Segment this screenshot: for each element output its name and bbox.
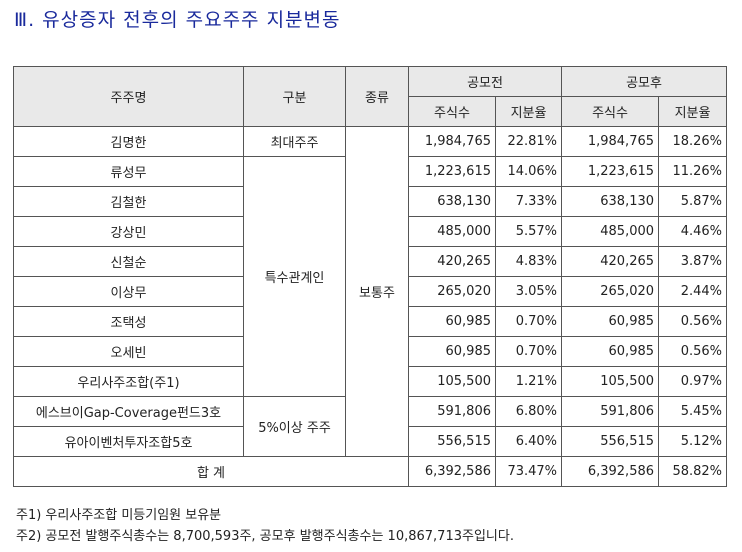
after-ratio: 11.26% — [658, 156, 728, 187]
footnotes: 주1) 우리사주조합 미등기임원 보유분 주2) 공모전 발행주식총수는 8,7… — [16, 505, 514, 547]
shareholder-name: 에스브이Gap-Coverage펀드3호 — [13, 396, 244, 427]
shareholder-name: 강상민 — [13, 216, 244, 247]
before-ratio: 0.70% — [494, 336, 563, 367]
shareholder-name: 오세빈 — [13, 336, 244, 367]
header-before-ratio: 지분율 — [494, 96, 563, 127]
after-ratio: 0.56% — [658, 336, 728, 367]
after-ratio: 0.97% — [658, 366, 728, 397]
total-before-ratio: 73.47% — [494, 456, 563, 487]
after-shares: 1,984,765 — [561, 126, 660, 157]
after-shares: 1,223,615 — [561, 156, 660, 187]
total-before-shares: 6,392,586 — [408, 456, 496, 487]
before-ratio: 22.81% — [494, 126, 563, 157]
shareholder-name: 신철순 — [13, 246, 244, 277]
footnote-2: 주2) 공모전 발행주식총수는 8,700,593주, 공모후 발행주식총수는 … — [16, 529, 514, 544]
before-ratio: 0.70% — [494, 306, 563, 337]
footnote-1: 주1) 우리사주조합 미등기임원 보유분 — [16, 508, 222, 523]
before-shares: 60,985 — [408, 306, 496, 337]
shareholder-name: 이상무 — [13, 276, 244, 307]
after-shares: 265,020 — [561, 276, 660, 307]
after-ratio: 5.12% — [658, 426, 728, 457]
table-row: 류성무 특수관계인 1,223,615 14.06% 1,223,615 11.… — [13, 156, 728, 397]
page-title: Ⅲ. 유상증자 전후의 주요주주 지분변동 — [14, 9, 341, 31]
after-shares: 638,130 — [561, 186, 660, 217]
before-shares: 485,000 — [408, 216, 496, 247]
after-shares: 420,265 — [561, 246, 660, 277]
before-ratio: 14.06% — [494, 156, 563, 187]
table-row: 김철한 638,130 7.33% 638,130 5.87% — [13, 186, 728, 217]
after-shares: 485,000 — [561, 216, 660, 247]
before-shares: 105,500 — [408, 366, 496, 397]
after-shares: 105,500 — [561, 366, 660, 397]
before-shares: 638,130 — [408, 186, 496, 217]
before-shares: 60,985 — [408, 336, 496, 367]
table-row: 김명한 최대주주 보통주 1,984,765 22.81% 1,984,765 … — [13, 126, 728, 457]
before-ratio: 3.05% — [494, 276, 563, 307]
after-shares: 556,515 — [561, 426, 660, 457]
before-ratio: 7.33% — [494, 186, 563, 217]
shareholder-name: 김명한 — [13, 126, 244, 157]
before-shares: 420,265 — [408, 246, 496, 277]
header-before: 공모전 — [407, 66, 563, 97]
header-before-shares: 주식수 — [408, 96, 496, 127]
shareholder-table: 주주명 구분 종류 공모전 공모후 주식수 지분율 주식수 지분율 김명한 최대… — [13, 66, 728, 487]
shareholder-name: 조택성 — [13, 306, 244, 337]
total-label: 합 계 — [13, 456, 409, 487]
total-row: 합 계 6,392,586 73.47% 6,392,586 58.82% — [13, 456, 728, 487]
shareholder-name: 류성무 — [13, 156, 244, 187]
group-related: 특수관계인 — [243, 156, 346, 397]
table-row: 유아이벤처투자조합5호 556,515 6.40% 556,515 5.12% — [13, 426, 728, 457]
table-row: 강상민 485,000 5.57% 485,000 4.46% — [13, 216, 728, 247]
group-over5: 5%이상 주주 — [243, 396, 346, 457]
table-row: 조택성 60,985 0.70% 60,985 0.56% — [13, 306, 728, 337]
after-ratio: 0.56% — [658, 306, 728, 337]
before-shares: 1,984,765 — [408, 126, 496, 157]
header-type: 종류 — [345, 66, 409, 127]
shareholder-name: 유아이벤처투자조합5호 — [13, 426, 244, 457]
header-after-shares: 주식수 — [561, 96, 660, 127]
after-ratio: 5.45% — [658, 396, 728, 427]
header-after-ratio: 지분율 — [658, 96, 728, 127]
total-after-shares: 6,392,586 — [561, 456, 660, 487]
before-ratio: 5.57% — [494, 216, 563, 247]
after-ratio: 5.87% — [658, 186, 728, 217]
after-shares: 60,985 — [561, 306, 660, 337]
header-after: 공모후 — [561, 66, 728, 97]
shareholder-name: 우리사주조합(주1) — [13, 366, 244, 397]
after-ratio: 3.87% — [658, 246, 728, 277]
header-category: 구분 — [243, 66, 346, 127]
before-shares: 265,020 — [408, 276, 496, 307]
before-shares: 591,806 — [408, 396, 496, 427]
before-ratio: 1.21% — [494, 366, 563, 397]
table-row: 에스브이Gap-Coverage펀드3호 5%이상 주주 591,806 6.8… — [13, 396, 728, 457]
before-shares: 556,515 — [408, 426, 496, 457]
group-largest: 최대주주 — [243, 126, 346, 157]
before-shares: 1,223,615 — [408, 156, 496, 187]
table-row: 신철순 420,265 4.83% 420,265 3.87% — [13, 246, 728, 277]
after-ratio: 4.46% — [658, 216, 728, 247]
after-shares: 591,806 — [561, 396, 660, 427]
header-name: 주주명 — [13, 66, 244, 127]
before-ratio: 4.83% — [494, 246, 563, 277]
after-ratio: 2.44% — [658, 276, 728, 307]
after-shares: 60,985 — [561, 336, 660, 367]
after-ratio: 18.26% — [658, 126, 728, 157]
stock-type: 보통주 — [345, 126, 409, 457]
shareholder-name: 김철한 — [13, 186, 244, 217]
table-row: 이상무 265,020 3.05% 265,020 2.44% — [13, 276, 728, 307]
before-ratio: 6.80% — [494, 396, 563, 427]
before-ratio: 6.40% — [494, 426, 563, 457]
total-after-ratio: 58.82% — [658, 456, 728, 487]
